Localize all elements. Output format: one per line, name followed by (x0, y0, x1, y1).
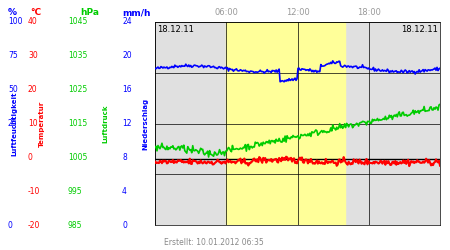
Text: 75: 75 (8, 51, 18, 60)
Text: 0: 0 (28, 153, 33, 162)
Text: 18.12.11: 18.12.11 (157, 24, 194, 34)
Text: %: % (8, 8, 17, 17)
Text: 1005: 1005 (68, 153, 87, 162)
Text: Luftfeuchtigkeit: Luftfeuchtigkeit (11, 91, 17, 156)
Text: hPa: hPa (80, 8, 99, 17)
Text: 18.12.11: 18.12.11 (401, 24, 438, 34)
Text: °C: °C (30, 8, 41, 17)
Text: 30: 30 (28, 51, 38, 60)
Text: 10: 10 (28, 119, 38, 128)
Text: Erstellt: 10.01.2012 06:35: Erstellt: 10.01.2012 06:35 (164, 238, 264, 247)
Text: Luftdruck: Luftdruck (102, 104, 108, 143)
Bar (226, 22, 345, 225)
Text: Temperatur: Temperatur (39, 100, 45, 146)
Text: 1035: 1035 (68, 51, 87, 60)
Text: 18:00: 18:00 (357, 8, 381, 17)
Text: 06:00: 06:00 (214, 8, 238, 17)
Text: 12: 12 (122, 119, 131, 128)
Text: -10: -10 (28, 187, 40, 196)
Text: 995: 995 (68, 187, 83, 196)
Text: 24: 24 (122, 18, 131, 26)
Text: 1015: 1015 (68, 119, 87, 128)
Text: -20: -20 (28, 220, 40, 230)
Text: 0: 0 (8, 220, 13, 230)
Text: 100: 100 (8, 18, 22, 26)
Text: 25: 25 (8, 119, 18, 128)
Text: 985: 985 (68, 220, 82, 230)
Text: 1045: 1045 (68, 18, 87, 26)
Text: 50: 50 (8, 85, 18, 94)
Text: 1025: 1025 (68, 85, 87, 94)
Text: mm/h: mm/h (122, 8, 150, 17)
Text: 16: 16 (122, 85, 131, 94)
Text: 20: 20 (122, 51, 131, 60)
Text: 12:00: 12:00 (286, 8, 310, 17)
Text: 8: 8 (122, 153, 127, 162)
Text: Niederschlag: Niederschlag (142, 98, 148, 150)
Text: 0: 0 (122, 220, 127, 230)
Text: 4: 4 (122, 187, 127, 196)
Text: 40: 40 (28, 18, 38, 26)
Text: 20: 20 (28, 85, 38, 94)
